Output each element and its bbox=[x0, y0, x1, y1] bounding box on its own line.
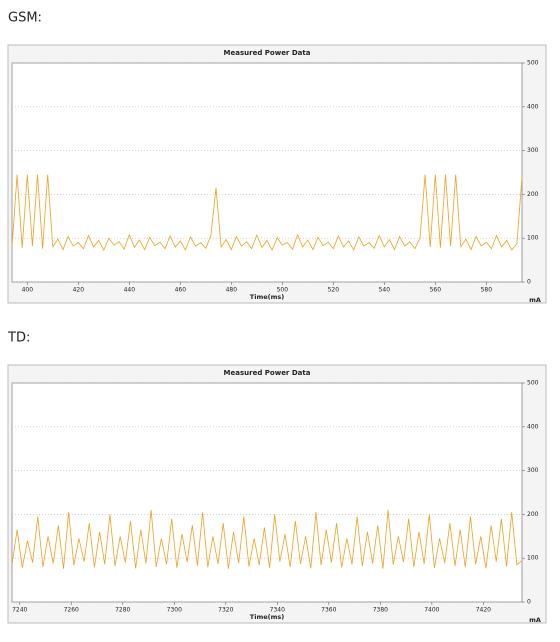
x-tick-label: 7420 bbox=[476, 607, 491, 614]
x-tick-label: 480 bbox=[226, 287, 238, 294]
x-axis-label: Time(ms) bbox=[250, 293, 284, 301]
y-tick-label: 500 bbox=[527, 60, 539, 67]
y-tick-label: 300 bbox=[527, 147, 539, 154]
y-tick-label: 400 bbox=[527, 423, 539, 430]
x-tick-label: 520 bbox=[328, 287, 340, 294]
y-tick-label: 100 bbox=[527, 555, 539, 562]
x-tick-label: 7360 bbox=[321, 607, 336, 614]
y-axis-label: mA bbox=[529, 296, 541, 304]
x-tick-label: 7400 bbox=[424, 607, 439, 614]
plot-area bbox=[11, 382, 523, 603]
x-tick-label: 7260 bbox=[64, 607, 79, 614]
x-axis-label: Time(ms) bbox=[250, 613, 284, 621]
x-tick-label: 440 bbox=[124, 287, 136, 294]
chart-title: Measured Power Data bbox=[224, 49, 311, 57]
x-tick-label: 500 bbox=[277, 287, 289, 294]
section-heading: TD: bbox=[7, 331, 30, 346]
y-tick-label: 0 bbox=[527, 279, 531, 286]
y-tick-label: 500 bbox=[527, 380, 539, 387]
power-line bbox=[11, 509, 523, 569]
power-line bbox=[11, 174, 523, 251]
x-tick-label: 7280 bbox=[115, 607, 130, 614]
x-tick-label: 7340 bbox=[270, 607, 285, 614]
x-tick-label: 420 bbox=[73, 287, 85, 294]
y-tick-label: 200 bbox=[527, 191, 539, 198]
x-tick-label: 7380 bbox=[373, 607, 388, 614]
x-tick-label: 560 bbox=[430, 287, 442, 294]
y-tick-label: 300 bbox=[527, 467, 539, 474]
plot-area bbox=[11, 62, 523, 283]
y-tick-label: 0 bbox=[527, 599, 531, 606]
x-tick-label: 460 bbox=[175, 287, 187, 294]
x-tick-label: 580 bbox=[481, 287, 493, 294]
chart-title: Measured Power Data bbox=[224, 369, 311, 377]
y-tick-label: 100 bbox=[527, 235, 539, 242]
x-tick-label: 7240 bbox=[12, 607, 27, 614]
x-tick-label: 400 bbox=[22, 287, 34, 294]
x-tick-label: 7300 bbox=[167, 607, 182, 614]
section-heading: GSM: bbox=[8, 11, 42, 26]
y-axis-label: mA bbox=[529, 616, 541, 624]
x-tick-label: 540 bbox=[379, 287, 391, 294]
x-tick-label: 7320 bbox=[218, 607, 233, 614]
y-tick-label: 200 bbox=[527, 511, 539, 518]
y-tick-label: 400 bbox=[527, 103, 539, 110]
